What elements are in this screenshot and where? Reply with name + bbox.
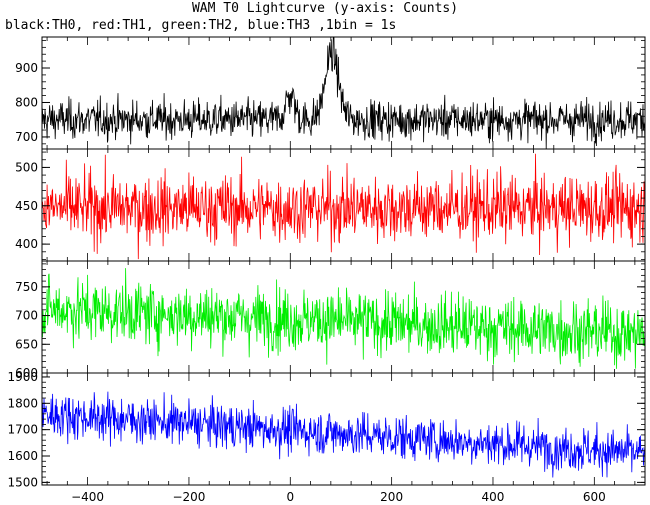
x-tick-label: −400 [71, 490, 104, 504]
y-tick-label: 500 [15, 160, 38, 174]
y-tick-label: 900 [15, 61, 38, 75]
y-tick-label: 1500 [7, 475, 38, 489]
x-tick-label: 0 [286, 490, 294, 504]
y-tick-label: 1800 [7, 396, 38, 410]
y-tick-label: 650 [15, 337, 38, 351]
y-tick-label: 800 [15, 95, 38, 109]
y-tick-label: 1600 [7, 449, 38, 463]
y-tick-label: 1900 [7, 370, 38, 384]
series-line-th3 [42, 391, 645, 478]
x-tick-label: 400 [482, 490, 505, 504]
y-tick-label: 700 [15, 309, 38, 323]
x-tick-label: 200 [380, 490, 403, 504]
y-tick-label: 1700 [7, 423, 38, 437]
chart-subtitle: black:TH0, red:TH1, green:TH2, blue:TH3 … [5, 18, 397, 33]
y-tick-label: 700 [15, 130, 38, 144]
chart-title: WAM T0 Lightcurve (y-axis: Counts) [191, 1, 459, 16]
y-tick-label: 750 [15, 280, 38, 294]
y-tick-label: 600 [15, 366, 38, 380]
series-line-th0 [42, 37, 645, 149]
x-tick-label: 600 [583, 490, 606, 504]
y-tick-label: 400 [15, 237, 38, 251]
y-tick-label: 450 [15, 199, 38, 213]
series-line-th2 [42, 268, 645, 369]
panel-frame [41, 36, 646, 150]
x-tick-label: −200 [172, 490, 205, 504]
series-line-th1 [42, 153, 645, 260]
panel-frame [41, 372, 646, 486]
